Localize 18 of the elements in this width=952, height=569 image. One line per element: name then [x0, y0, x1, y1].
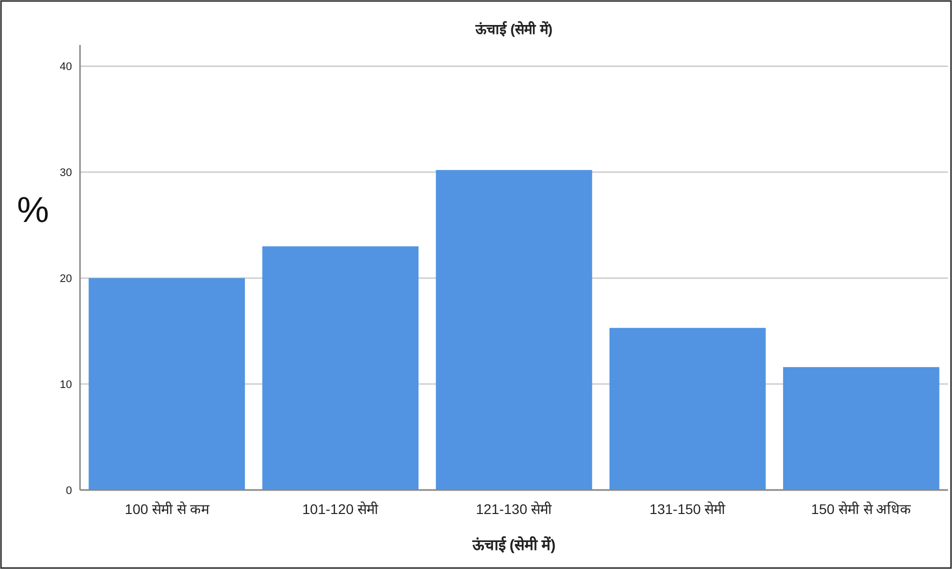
bar [262, 246, 419, 490]
y-tick-label: 0 [66, 485, 72, 497]
x-tick-label: 150 सेमी से अधिक [811, 501, 912, 517]
x-tick-label: 121-130 सेमी [476, 501, 552, 517]
x-axis-title: ऊंचाई (सेमी में) [471, 536, 556, 554]
bar [783, 367, 940, 490]
bar [609, 328, 766, 490]
y-tick-label: 10 [60, 379, 72, 392]
chart-title: ऊंचाई (सेमी में) [474, 21, 553, 37]
x-tick-label: 101-120 सेमी [302, 501, 379, 517]
y-tick-label: 20 [60, 273, 72, 286]
y-tick-label: 40 [60, 61, 72, 74]
x-tick-label: 131-150 सेमी [649, 501, 726, 517]
y-axis-title: % [16, 189, 50, 230]
bar [436, 170, 592, 490]
x-tick-label: 100 सेमी से कम [124, 501, 210, 517]
y-tick-label: 30 [60, 167, 72, 180]
bar [88, 278, 245, 490]
